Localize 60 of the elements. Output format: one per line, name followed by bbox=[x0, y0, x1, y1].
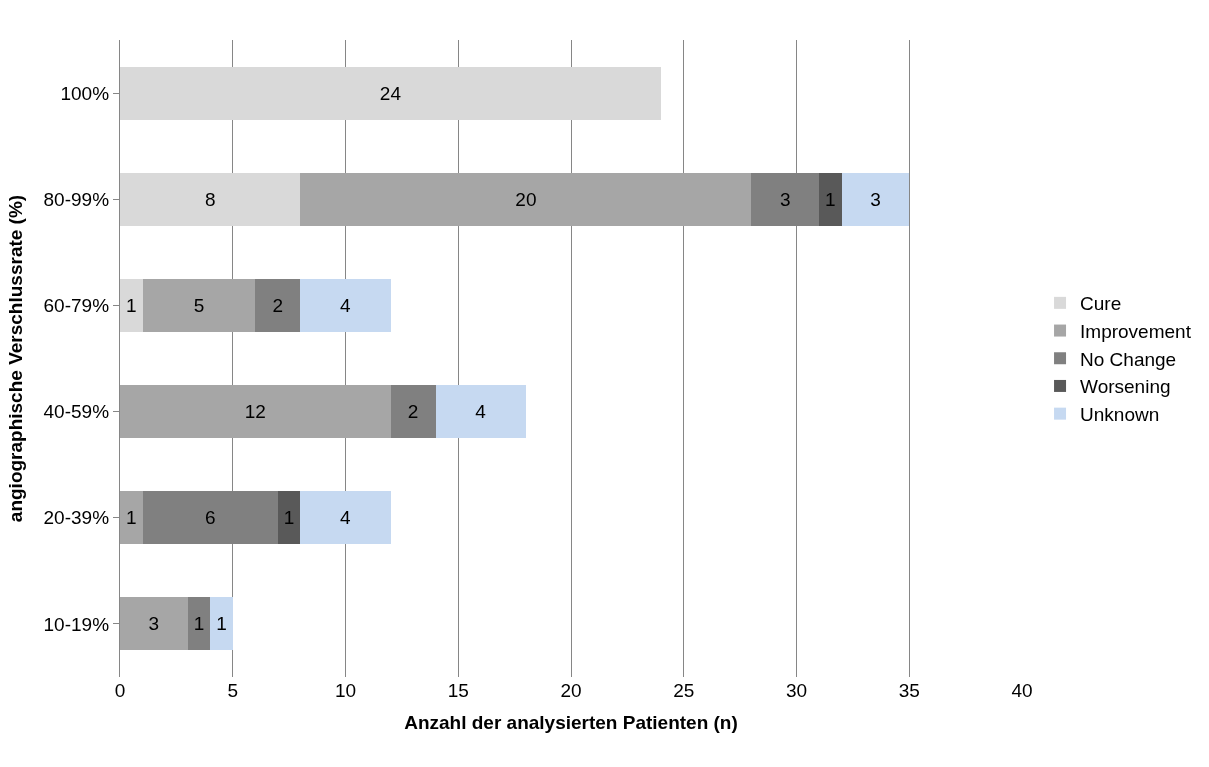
x-tick-label: 15 bbox=[447, 680, 469, 701]
y-tick-label: 80-99% bbox=[43, 188, 110, 210]
data-label: 1 bbox=[125, 294, 137, 316]
bar bbox=[187, 597, 211, 651]
bar bbox=[120, 491, 143, 545]
bar bbox=[120, 172, 301, 226]
y-tick-label: 10-19% bbox=[43, 613, 110, 635]
bar bbox=[120, 66, 662, 120]
y-tick-label: 20-39% bbox=[43, 507, 110, 529]
data-label: 2 bbox=[407, 401, 419, 423]
legend-label: Cure bbox=[1080, 293, 1122, 315]
x-tick-label: 5 bbox=[227, 680, 239, 701]
bar bbox=[142, 278, 256, 332]
y-tick-label: 40-59% bbox=[43, 401, 110, 423]
bar bbox=[255, 278, 301, 332]
data-label: 1 bbox=[216, 613, 227, 635]
data-label: 8 bbox=[204, 188, 216, 210]
bar bbox=[300, 278, 391, 332]
data-label: 3 bbox=[870, 188, 881, 210]
x-tick-label: 25 bbox=[673, 680, 695, 701]
bar bbox=[300, 172, 752, 226]
bar bbox=[277, 491, 301, 545]
data-label: 24 bbox=[379, 82, 402, 104]
data-label: 12 bbox=[244, 401, 266, 423]
x-axis-title: Anzahl der analysierten Patienten (n) bbox=[404, 711, 738, 733]
bar bbox=[120, 278, 143, 332]
x-tick-label: 20 bbox=[560, 680, 582, 701]
data-label: 4 bbox=[340, 294, 351, 316]
bar bbox=[210, 597, 233, 651]
data-label: 1 bbox=[193, 613, 205, 635]
bar bbox=[841, 172, 910, 226]
data-label: 3 bbox=[148, 613, 160, 635]
bar bbox=[120, 385, 391, 439]
y-axis-title: angiographische Verschlussrate (%) bbox=[5, 194, 27, 523]
data-label: 3 bbox=[779, 188, 791, 210]
data-label: 4 bbox=[475, 401, 487, 423]
data-label: 2 bbox=[272, 294, 284, 316]
x-tick-label: 40 bbox=[1011, 680, 1033, 701]
legend-label: No Change bbox=[1080, 348, 1177, 370]
y-tick-label: 60-79% bbox=[43, 295, 110, 317]
bar bbox=[390, 385, 436, 439]
data-label: 20 bbox=[515, 188, 537, 210]
bar bbox=[819, 172, 842, 226]
legend-label: Improvement bbox=[1080, 320, 1192, 342]
data-label: 4 bbox=[340, 507, 351, 529]
legend-label: Worsening bbox=[1080, 376, 1171, 398]
x-tick-label: 30 bbox=[785, 680, 808, 701]
data-label: 6 bbox=[204, 507, 216, 529]
bar bbox=[435, 385, 526, 439]
x-tick-label: 35 bbox=[898, 680, 920, 701]
data-label: 1 bbox=[283, 507, 295, 529]
legend-label: Unknown bbox=[1080, 404, 1160, 426]
x-tick-label: 10 bbox=[334, 680, 357, 701]
y-tick-label: 100% bbox=[60, 82, 110, 104]
bar bbox=[120, 597, 188, 651]
bar bbox=[300, 491, 391, 545]
data-label: 1 bbox=[125, 507, 137, 529]
data-label: 5 bbox=[193, 294, 205, 316]
data-label: 1 bbox=[825, 188, 836, 210]
x-tick-label: 0 bbox=[114, 680, 126, 701]
